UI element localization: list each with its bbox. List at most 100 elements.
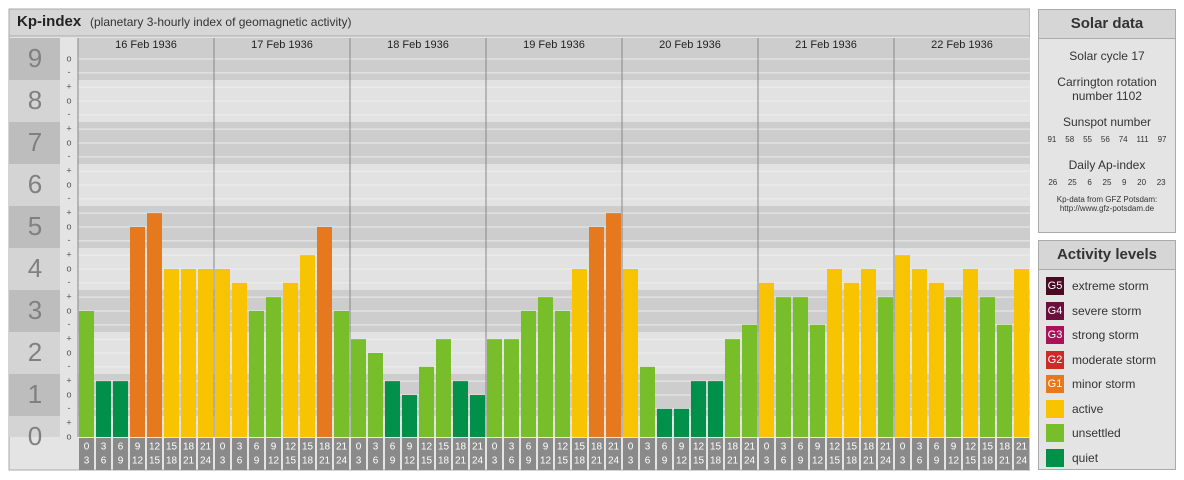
- bar: [674, 408, 689, 437]
- y-tick-label: 5: [28, 211, 42, 241]
- hour-label: 18: [710, 456, 722, 467]
- hour-label: 15: [166, 442, 178, 453]
- hour-cell: [249, 438, 264, 470]
- source-url: http://www.gfz-potsdam.de: [1059, 204, 1155, 213]
- hour-label: 3: [237, 442, 243, 453]
- hour-label: 21: [319, 456, 331, 467]
- hour-cell: [130, 438, 145, 470]
- source: Kp-data from GFZ Potsdam:: [1056, 195, 1158, 204]
- legend-swatch: G3: [1046, 326, 1064, 345]
- bar: [929, 282, 944, 437]
- hour-label: 12: [557, 442, 569, 453]
- hour-label: 0: [492, 442, 498, 453]
- legend-label: unsettled: [1072, 426, 1121, 441]
- hour-cell: [470, 438, 485, 470]
- hour-cell: [912, 438, 927, 470]
- ap-value: 23: [1156, 178, 1166, 187]
- hour-label: 21: [727, 456, 739, 467]
- hour-cell: [419, 438, 434, 470]
- hour-cell: [164, 438, 179, 470]
- hour-cell: [827, 438, 842, 470]
- hour-cell: [640, 438, 655, 470]
- day-label: 21 Feb 1936: [795, 39, 857, 51]
- bar: [912, 269, 927, 437]
- hour-label: 24: [880, 456, 892, 467]
- bar: [113, 381, 128, 437]
- hour-label: 3: [645, 442, 651, 453]
- hour-label: 12: [676, 456, 688, 467]
- hour-cell: [181, 438, 196, 470]
- bar: [351, 339, 366, 437]
- hour-cell: [895, 438, 910, 470]
- hour-label: 24: [336, 456, 348, 467]
- minor-tick-label: -: [68, 193, 71, 203]
- minor-tick-label: +: [66, 418, 71, 428]
- hour-label: 12: [812, 456, 824, 467]
- bar: [164, 269, 179, 437]
- legend-label: severe storm: [1072, 303, 1142, 318]
- hour-label: 6: [798, 442, 804, 453]
- carrington-label: Carrington rotation number: [1057, 75, 1157, 103]
- panel-title: Solar data: [1039, 10, 1175, 39]
- minor-tick-label: -: [68, 151, 71, 161]
- hour-cell: [657, 438, 672, 470]
- hour-label: 9: [271, 442, 277, 453]
- sunspot-row: 91 58 55 56 74 111 97: [1039, 135, 1175, 144]
- hour-cell: [113, 438, 128, 470]
- ap-value: 6: [1087, 178, 1092, 187]
- hour-label: 12: [829, 442, 841, 453]
- hour-label: 21: [455, 456, 467, 467]
- cycle: Solar cycle 17: [1039, 49, 1175, 63]
- hour-label: 6: [645, 456, 651, 467]
- plot-band: [78, 416, 1030, 437]
- legend-label: active: [1072, 401, 1104, 416]
- hour-label: 6: [526, 442, 532, 453]
- carrington-value: 1102: [1116, 89, 1142, 103]
- hour-label: 21: [200, 442, 212, 453]
- hour-cell: [929, 438, 944, 470]
- legend-swatch: G4: [1046, 301, 1064, 320]
- sunspot-value: 91: [1047, 135, 1057, 144]
- ap-value: 25: [1067, 178, 1077, 187]
- minor-tick-label: +: [66, 82, 71, 92]
- axis-band: [9, 248, 60, 290]
- ap-label: Daily Ap-index: [1068, 158, 1146, 172]
- minor-tick-label: -: [68, 319, 71, 329]
- minor-tick-label: o: [66, 389, 71, 399]
- hour-label: 21: [608, 442, 620, 453]
- sunspot-value: 56: [1100, 135, 1110, 144]
- hour-label: 12: [404, 456, 416, 467]
- axis-band: [9, 80, 60, 122]
- hour-cell: [96, 438, 111, 470]
- legend-label: minor storm: [1072, 377, 1136, 392]
- sunspot-value: 55: [1083, 135, 1092, 144]
- minor-tick-label: o: [66, 305, 71, 315]
- legend-item: active: [1039, 397, 1175, 422]
- bar: [521, 311, 536, 437]
- hour-label: 12: [421, 442, 433, 453]
- hour-cell: [283, 438, 298, 470]
- minor-tick-label: o: [66, 53, 71, 63]
- day-label: 17 Feb 1936: [251, 39, 313, 51]
- hour-label: 15: [710, 442, 722, 453]
- bar: [657, 408, 672, 437]
- hour-label: 21: [591, 456, 603, 467]
- minor-tick-label: +: [66, 376, 71, 386]
- axis-band: [9, 206, 60, 248]
- hour-label: 9: [543, 442, 549, 453]
- minor-tick-label: o: [66, 95, 71, 105]
- minor-tick-label: -: [68, 109, 71, 119]
- hour-label: 9: [679, 442, 685, 453]
- hour-label: 15: [421, 456, 433, 467]
- hour-label: 18: [319, 442, 331, 453]
- hour-label: 15: [829, 456, 841, 467]
- hour-cell: [334, 438, 349, 470]
- bar: [470, 395, 485, 437]
- hour-label: 18: [302, 456, 314, 467]
- legend-label: moderate storm: [1072, 352, 1157, 367]
- minor-tick-label: -: [68, 67, 71, 77]
- hour-cell: [402, 438, 417, 470]
- hour-label: 6: [917, 456, 923, 467]
- hour-label: 3: [781, 442, 787, 453]
- bar: [130, 227, 145, 437]
